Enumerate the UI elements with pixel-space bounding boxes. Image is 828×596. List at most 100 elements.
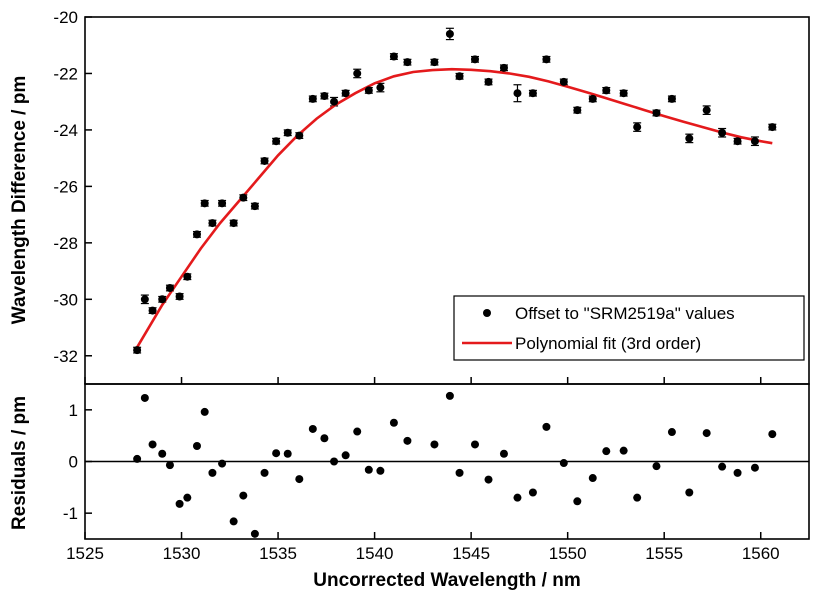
- polynomial-fit-line: [135, 67, 773, 348]
- data-point: [619, 89, 628, 98]
- main-y-tick-label: -26: [53, 177, 78, 196]
- legend-label-offset: Offset to "SRM2519a" values: [515, 304, 735, 323]
- residual-point: [320, 434, 329, 443]
- residual-point: [283, 449, 292, 458]
- data-point: [283, 128, 292, 137]
- data-point: [484, 77, 493, 86]
- residual-point: [588, 474, 597, 483]
- residual-point: [513, 493, 522, 502]
- residual-point: [158, 449, 167, 458]
- main-y-axis-title: Wavelength Difference / pm: [9, 76, 30, 324]
- residual-point: [685, 488, 694, 497]
- residual-point: [353, 427, 362, 436]
- data-point: [499, 63, 508, 72]
- residual-point: [376, 466, 385, 475]
- data-point: [175, 292, 184, 301]
- data-point: [528, 89, 537, 98]
- residual-point: [470, 440, 479, 449]
- residual-point: [330, 457, 339, 466]
- data-point: [320, 92, 329, 101]
- residual-point: [200, 407, 209, 416]
- x-tick-label: 1550: [549, 544, 587, 563]
- data-point: [260, 156, 269, 165]
- data-point: [750, 137, 759, 146]
- residual-point: [148, 440, 157, 449]
- data-point: [633, 123, 642, 132]
- residual-point: [272, 449, 281, 458]
- residual-point: [389, 418, 398, 427]
- data-point: [208, 219, 217, 228]
- residual-point: [229, 517, 238, 526]
- residual-point: [430, 440, 439, 449]
- main-panel: -32 -30 -28 -26 -24 -22 -20 Wavelength Differe…: [9, 8, 810, 385]
- residual-point: [165, 461, 174, 470]
- data-point: [403, 58, 412, 67]
- data-point: [667, 94, 676, 103]
- main-y-tick-label: -24: [53, 121, 78, 140]
- residual-point: [403, 436, 412, 445]
- data-point: [364, 86, 373, 95]
- data-point: [250, 202, 259, 211]
- data-point: [353, 69, 362, 78]
- main-ticks: -32 -30 -28 -26 -24 -22 -20: [53, 8, 762, 384]
- data-point: [200, 199, 209, 208]
- residual-point: [250, 529, 259, 538]
- x-tick-label: 1545: [452, 544, 490, 563]
- residuals-y-axis-title: Residuals / pm: [9, 396, 30, 530]
- data-point: [389, 52, 398, 61]
- data-point: [430, 58, 439, 67]
- main-y-tick-label: -22: [53, 64, 78, 83]
- residual-point: [750, 463, 759, 472]
- residuals-y-tick-label: 1: [69, 401, 78, 420]
- residual-point: [364, 465, 373, 474]
- data-point: [165, 284, 174, 293]
- residual-point: [218, 459, 227, 468]
- residual-point: [341, 451, 350, 460]
- residual-point: [239, 491, 248, 500]
- data-point: [192, 230, 201, 239]
- data-point: [218, 199, 227, 208]
- residual-point: [445, 391, 454, 400]
- legend: Offset to "SRM2519a" values Polynomial f…: [453, 295, 805, 361]
- data-point: [295, 131, 304, 140]
- data-point: [573, 106, 582, 115]
- residual-point: [667, 428, 676, 437]
- data-point: [140, 295, 149, 304]
- data-point: [229, 219, 238, 228]
- residual-point: [733, 468, 742, 477]
- data-point: [602, 86, 611, 95]
- main-y-tick-label: -20: [53, 8, 78, 27]
- legend-label-fit: Polynomial fit (3rd order): [515, 334, 701, 353]
- data-point: [733, 137, 742, 146]
- residual-point: [702, 429, 711, 438]
- data-point: [376, 83, 385, 92]
- data-point: [702, 106, 711, 115]
- residuals-data-points: [133, 391, 777, 538]
- x-axis-title: Uncorrected Wavelength / nm: [313, 570, 580, 591]
- main-data-points: [133, 29, 777, 355]
- residuals-panel: -1 0 1 1525 1530 1535 1540 1545 1550 1555 1560 Res…: [9, 383, 810, 591]
- x-tick-label: 1525: [66, 544, 104, 563]
- data-point: [685, 134, 694, 143]
- legend-box: [453, 295, 805, 361]
- data-point: [330, 97, 339, 106]
- x-tick-label: 1535: [259, 544, 297, 563]
- residual-point: [499, 449, 508, 458]
- main-y-tick-label: -28: [53, 234, 78, 253]
- residual-point: [183, 493, 192, 502]
- residual-point: [559, 459, 568, 468]
- x-tick-label: 1560: [742, 544, 780, 563]
- residual-point: [208, 468, 217, 477]
- residual-point: [260, 468, 269, 477]
- residual-point: [602, 447, 611, 456]
- residuals-ticks: -1 0 1 1525 1530 1535 1540 1545 1550 1555 1560: [63, 401, 780, 563]
- data-point: [272, 137, 281, 146]
- data-point: [542, 55, 551, 64]
- x-tick-label: 1540: [356, 544, 394, 563]
- main-y-tick-label: -32: [53, 347, 78, 366]
- residual-point: [652, 462, 661, 471]
- data-point: [341, 89, 350, 98]
- data-point: [308, 94, 317, 103]
- residuals-y-tick-label: 0: [69, 453, 78, 472]
